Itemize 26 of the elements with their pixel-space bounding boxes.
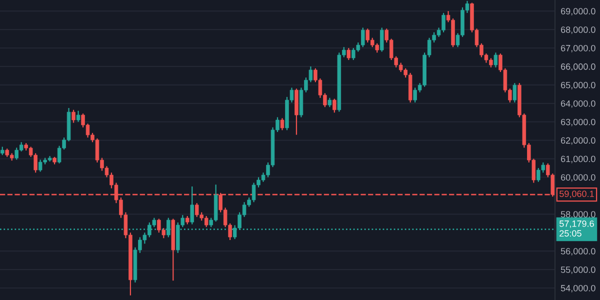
y-tick-label: 66,000.0 [561, 63, 596, 71]
y-tick-label: 68,000.0 [561, 26, 596, 34]
y-tick-label: 63,000.0 [561, 118, 596, 126]
candlestick [190, 186, 194, 225]
y-tick-label: 61,000.0 [561, 156, 596, 164]
y-tick-label: 65,000.0 [561, 82, 596, 90]
candlestick [346, 47, 351, 61]
candlestick [76, 110, 80, 122]
y-tick-label: 67,000.0 [561, 44, 596, 52]
y-tick-label: 62,000.0 [561, 137, 596, 145]
y-tick-label: 60,000.0 [561, 174, 596, 182]
ref-line-label: 57,179.6 25:05 [560, 220, 594, 237]
candlestick [328, 97, 332, 108]
y-tick-label: 64,000.0 [561, 100, 596, 108]
y-tick-label: 55,000.0 [560, 266, 596, 274]
y-tick-label: 54,000.0 [560, 284, 596, 292]
ref-line-label: 59,060.1 [560, 190, 594, 198]
candlestick [72, 109, 76, 124]
y-tick-label: 69,000.0 [561, 8, 596, 16]
candlestick [494, 52, 498, 68]
candlestick [280, 118, 284, 131]
candlestick [512, 82, 517, 104]
y-tick-label: 56,000.0 [560, 248, 596, 256]
y-tick-label: 58,000.0 [560, 211, 596, 219]
candlestick [332, 98, 336, 114]
candlestick [380, 27, 384, 52]
